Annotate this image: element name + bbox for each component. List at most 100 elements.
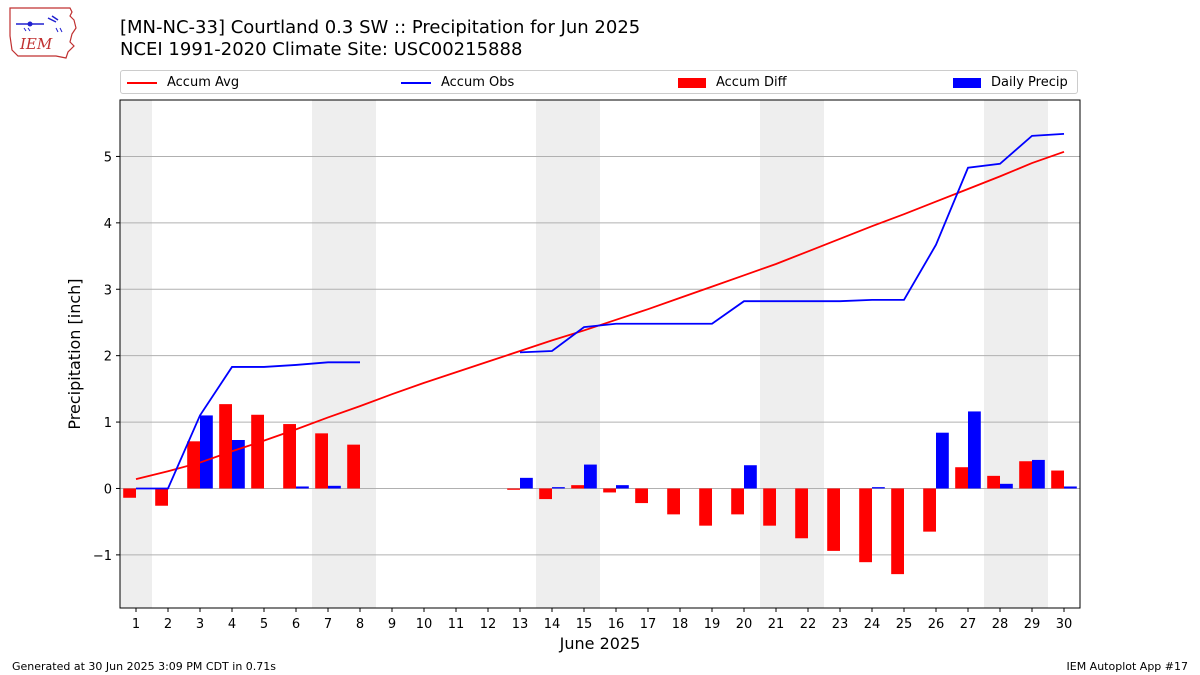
x-tick-label: 15	[576, 617, 593, 632]
legend-item-accum-obs: Accum Obs	[401, 74, 514, 92]
x-tick-label: 28	[992, 617, 1009, 632]
y-axis-label: Precipitation [inch]	[65, 278, 84, 429]
accum-diff-bar	[507, 488, 520, 490]
chart-title: [MN-NC-33] Courtland 0.3 SW :: Precipita…	[120, 17, 641, 38]
accum-obs-line	[519, 132, 1065, 354]
accum-diff-bar	[603, 488, 616, 493]
y-tick-label: 1	[104, 416, 112, 431]
iem-logo-text: IEM	[19, 35, 53, 53]
x-tick-label: 12	[480, 617, 497, 632]
x-tick-label: 14	[544, 617, 561, 632]
x-tick-label: 13	[512, 617, 529, 632]
legend-label-daily-precip: Daily Precip	[991, 75, 1068, 90]
daily-precip-bar	[1064, 486, 1077, 489]
accum-diff-bar	[955, 467, 968, 489]
accum-diff-bar	[283, 424, 296, 489]
accum-obs-line	[136, 361, 360, 490]
x-tick-label: 6	[292, 617, 300, 632]
accum-diff-bar	[635, 488, 648, 504]
accum-diff-bar	[155, 488, 168, 506]
accum-diff-bar	[667, 488, 680, 515]
iem-logo: IEM	[8, 6, 80, 60]
x-tick-label: 19	[704, 617, 721, 632]
accum-diff-bar	[731, 488, 744, 515]
accum-diff-bar	[763, 488, 776, 526]
x-tick-label: 4	[228, 617, 236, 632]
accum-diff-bar	[539, 488, 552, 500]
daily-precip-bar	[296, 486, 309, 489]
legend-label-accum-avg: Accum Avg	[167, 75, 240, 90]
daily-precip-bar	[232, 439, 245, 489]
accum-diff-bar	[571, 485, 584, 489]
x-tick-label: 26	[928, 617, 945, 632]
y-tick-label: 5	[104, 150, 112, 165]
plot-frame	[119, 99, 1081, 609]
accum-diff-bar	[891, 488, 904, 575]
x-tick-label: 21	[768, 617, 785, 632]
accum-diff-bar	[859, 488, 872, 563]
x-tick-label: 11	[448, 617, 465, 632]
weekend-band	[984, 100, 1048, 608]
weekend-band	[760, 100, 824, 608]
accum-diff-bar	[315, 433, 328, 489]
chart-subtitle: NCEI 1991-2020 Climate Site: USC00215888	[120, 39, 523, 60]
daily-precip-bar	[552, 487, 565, 489]
legend-swatch-accum-obs	[401, 81, 431, 84]
weekend-band	[120, 100, 152, 608]
legend-label-accum-obs: Accum Obs	[441, 75, 515, 90]
generated-footer: Generated at 30 Jun 2025 3:09 PM CDT in …	[12, 660, 277, 673]
x-tick-label: 2	[164, 617, 172, 632]
x-tick-label: 3	[196, 617, 204, 632]
legend-swatch-accum-diff	[678, 77, 706, 88]
x-tick-label: 10	[416, 617, 433, 632]
daily-precip-bar	[520, 477, 533, 489]
legend-item-accum-avg: Accum Avg	[127, 74, 239, 92]
accum-diff-bar	[795, 488, 808, 539]
y-tick-label: 4	[104, 217, 112, 232]
daily-precip-bar	[200, 415, 213, 489]
daily-precip-bar	[1000, 483, 1013, 489]
daily-precip-bar	[936, 432, 949, 489]
accum-diff-bar	[347, 444, 360, 489]
accum-diff-bar	[1019, 461, 1032, 489]
y-tick-label: 0	[104, 482, 112, 497]
legend-item-accum-diff: Accum Diff	[678, 74, 787, 92]
accum-diff-bar	[699, 488, 712, 526]
x-tick-label: 16	[608, 617, 625, 632]
daily-precip-bar	[584, 464, 597, 489]
accum-diff-bar	[923, 488, 936, 532]
legend-label-accum-diff: Accum Diff	[716, 75, 787, 90]
accum-diff-bar	[123, 488, 136, 498]
daily-precip-bar	[328, 485, 341, 489]
accum-diff-bar	[827, 488, 840, 551]
daily-precip-bar	[744, 465, 757, 489]
x-tick-label: 17	[640, 617, 657, 632]
legend-item-daily-precip: Daily Precip	[953, 74, 1068, 92]
accum-diff-bar	[219, 404, 232, 489]
x-axis-label: June 2025	[559, 634, 641, 653]
x-tick-label: 23	[832, 617, 849, 632]
y-tick-label: 3	[104, 283, 112, 298]
x-tick-label: 22	[800, 617, 817, 632]
x-tick-label: 7	[324, 617, 332, 632]
x-tick-label: 24	[864, 617, 881, 632]
x-tick-label: 29	[1024, 617, 1041, 632]
x-tick-label: 30	[1056, 617, 1073, 632]
daily-precip-bar	[872, 487, 885, 489]
x-tick-label: 25	[896, 617, 913, 632]
weekend-band	[536, 100, 600, 608]
weekend-band	[312, 100, 376, 608]
app-footer: IEM Autoplot App #17	[1066, 660, 1189, 673]
x-tick-label: 27	[960, 617, 977, 632]
daily-precip-bar	[616, 485, 629, 489]
daily-precip-bar	[968, 411, 981, 489]
legend-swatch-daily-precip	[953, 77, 981, 88]
accum-diff-bar	[987, 475, 1000, 489]
accum-diff-bar	[251, 414, 264, 489]
x-tick-label: 5	[260, 617, 268, 632]
y-tick-label: −1	[93, 549, 112, 564]
x-tick-label: 20	[736, 617, 753, 632]
x-tick-label: 1	[132, 617, 140, 632]
daily-precip-bar	[1032, 459, 1045, 489]
